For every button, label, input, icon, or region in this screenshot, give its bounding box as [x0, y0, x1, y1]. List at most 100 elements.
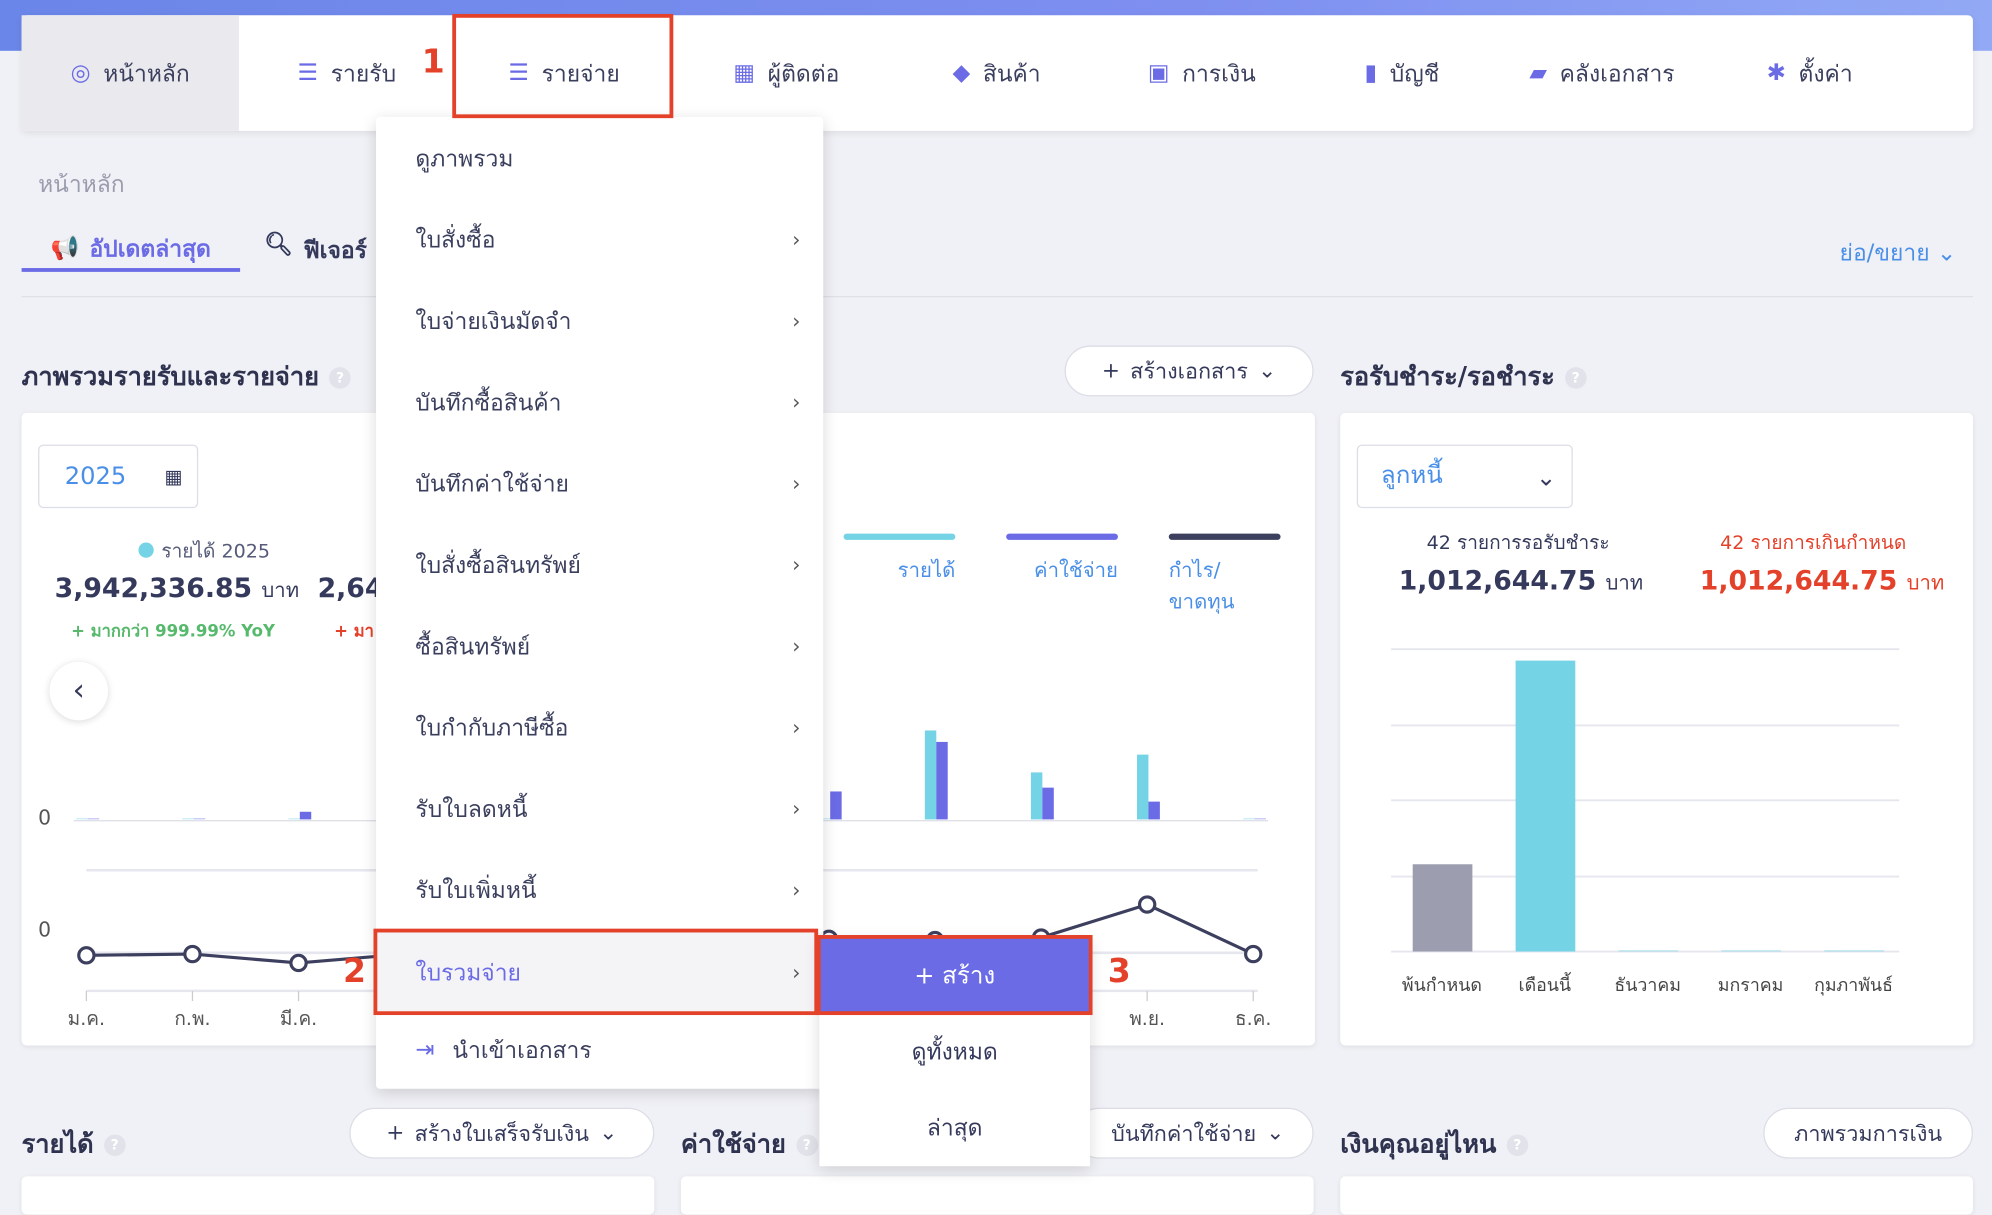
x-tick-label: มี.ค.: [280, 1008, 317, 1030]
nav-tab-income-list[interactable]: ☰ รายรับ: [239, 15, 455, 131]
tab-latest-updates[interactable]: 📢 อัปเดตล่าสุด: [21, 229, 241, 272]
year-picker[interactable]: 2025 ▦: [38, 444, 199, 509]
bar-พ้นกำหนด: [1412, 864, 1473, 952]
record-expense-button[interactable]: บันทึกค่าใช้จ่าย ⌄: [1073, 1107, 1314, 1159]
receivable-title: รอรับชำระ/รอชำระ?: [1340, 356, 1587, 397]
help-icon[interactable]: ?: [329, 367, 351, 389]
prev-button[interactable]: ‹: [49, 661, 108, 721]
nav-tab-label: สินค้า: [982, 60, 1041, 88]
menu-item[interactable]: บันทึกซื้อสินค้า ›: [415, 389, 801, 417]
annotation-box-2: [373, 928, 819, 1016]
menu-item[interactable]: ใบจ่ายเงินมัดจำ ›: [415, 308, 801, 335]
nav-tab-dashboard[interactable]: ◎ หน้าหลัก: [21, 15, 239, 131]
nav-tab-ledger[interactable]: ▮ บัญชี: [1310, 15, 1494, 131]
menu-item[interactable]: ใบสั่งซื้อสินทรัพย์ ›: [415, 551, 801, 579]
menu-item[interactable]: รับใบลดหนี้ ›: [415, 795, 801, 823]
annotation-box-1: [452, 13, 674, 119]
bar-ค่าใช้จ่าย-ต.ค.: [1042, 787, 1054, 820]
money-icon: ▣: [1147, 59, 1170, 87]
menu-item[interactable]: ใบกำกับภาษีซื้อ ›: [415, 714, 801, 742]
collapse-toggle[interactable]: ย่อ/ขยาย ⌄: [1839, 240, 1957, 267]
chart-legend: รายได้ ค่าใช้จ่าย กำไร/ขาดทุน: [843, 533, 1281, 619]
nav-tab-label: คลังเอกสาร: [1559, 60, 1675, 88]
nav-tab-label: ผู้ติดต่อ: [767, 60, 840, 88]
nav-tab-money[interactable]: ▣ การเงิน: [1094, 15, 1310, 131]
chevron-right-icon: ›: [792, 633, 801, 658]
receivable-type-select[interactable]: ลูกหนี้ ⌄: [1356, 444, 1573, 509]
create-button[interactable]: + สร้าง: [819, 937, 1091, 1013]
view-all-link[interactable]: ดูทั้งหมด: [911, 1038, 998, 1066]
create-document-button[interactable]: + สร้างเอกสาร ⌄: [1064, 345, 1314, 397]
nav-tab-expense-list[interactable]: ☰ รายจ่าย: [455, 15, 674, 131]
x-tick-label: ธันวาคม: [1614, 975, 1681, 996]
tab-label: ฟีเจอร์: [303, 237, 367, 265]
income-section-title: รายได้?: [22, 1123, 126, 1164]
menu-item[interactable]: ซื้อสินทรัพย์ ›: [415, 633, 801, 660]
chevron-right-icon: ›: [792, 308, 801, 333]
create-receipt-button[interactable]: + สร้างใบเสร็จรับเงิน ⌄: [349, 1107, 655, 1159]
latest-link[interactable]: ล่าสุด: [926, 1114, 983, 1142]
chevron-down-icon: ⌄: [1536, 463, 1557, 492]
bar-ค่าใช้จ่าย-ธ.ค.: [1254, 818, 1266, 820]
income-list-icon: ☰: [297, 59, 319, 87]
expense-section-title: ค่าใช้จ่าย?: [681, 1123, 818, 1164]
import-document-item[interactable]: ⇥ นำเข้าเอกสาร: [415, 1036, 592, 1064]
income-legend: รายได้ 2025: [138, 536, 270, 566]
chevron-right-icon: ›: [792, 470, 801, 495]
x-tick-label: พ้นกำหนด: [1402, 975, 1482, 996]
overdue-amount: 1,012,644.75 บาท: [1699, 565, 1945, 596]
overdue-label: 42 รายการเกินกำหนด: [1720, 531, 1907, 554]
chevron-right-icon: ›: [792, 226, 801, 251]
bar-ค่าใช้จ่าย-มี.ค.: [299, 811, 312, 820]
income-yoy: + มากกว่า 999.99% YoY: [71, 622, 275, 642]
annotation-box-3: [816, 935, 1093, 1016]
nav-tab-label: บัญชี: [1389, 60, 1440, 88]
menu-item[interactable]: บันทึกค่าใช้จ่าย ›: [415, 470, 801, 498]
expense-list-icon: ☰: [508, 59, 529, 87]
finance-overview-button[interactable]: ภาพรวมการเงิน: [1763, 1107, 1973, 1159]
bar-กุมภาพันธ์: [1824, 950, 1885, 952]
menu-item[interactable]: รับใบเพิ่มหนี้ ›: [415, 877, 801, 904]
help-icon[interactable]: ?: [103, 1134, 126, 1157]
legend-item[interactable]: กำไร/ขาดทุน: [1168, 533, 1281, 619]
tab-features[interactable]: 🔍︎ ฟีเจอร์: [264, 231, 367, 268]
product-box-icon: ◆: [952, 59, 971, 87]
breadcrumb: หน้าหลัก: [38, 171, 125, 199]
expense-dropdown-menu: ดูภาพรวมใบสั่งซื้อ › ใบจ่ายเงินมัดจำ › บันทึ…: [376, 116, 824, 1089]
gear-icon: ✱: [1766, 59, 1786, 87]
combined-payment-submenu: + สร้าง ดูทั้งหมด ล่าสุด: [819, 937, 1091, 1167]
profit-point-ธ.ค.: [1244, 944, 1263, 964]
bar-ค่าใช้จ่าย-พ.ย.: [1148, 801, 1160, 820]
menu-item[interactable]: ใบรวมจ่าย ›: [376, 932, 824, 1012]
nav-tab-gear[interactable]: ✱ ตั้งค่า: [1710, 15, 1909, 131]
profit-point-ก.พ.: [183, 944, 202, 964]
divider: [21, 296, 1973, 298]
calendar-icon: ▦: [164, 464, 183, 488]
chevron-down-icon: ⌄: [1936, 240, 1957, 267]
megaphone-icon: 📢: [50, 235, 80, 262]
nav-tab-label: หน้าหลัก: [103, 60, 190, 88]
nav-tab-contacts[interactable]: ▦ ผู้ติดต่อ: [673, 15, 899, 131]
nav-tab-folder[interactable]: ▰ คลังเอกสาร: [1494, 15, 1710, 131]
menu-item[interactable]: ใบสั่งซื้อ ›: [415, 226, 801, 254]
nav-tab-product-box[interactable]: ◆ สินค้า: [899, 15, 1093, 131]
legend-item[interactable]: ค่าใช้จ่าย: [1006, 533, 1118, 619]
chevron-right-icon: ›: [792, 959, 801, 984]
search-icon: 🔍︎: [264, 231, 294, 258]
pending-label: 42 รายการรอรับชำระ: [1426, 531, 1610, 554]
legend-item[interactable]: รายได้: [843, 533, 956, 619]
profit-point-มี.ค.: [289, 953, 308, 973]
menu-item[interactable]: ดูภาพรวม: [415, 145, 514, 173]
help-icon[interactable]: ?: [1506, 1134, 1529, 1157]
chevron-right-icon: ›: [792, 795, 801, 821]
bar-ค่าใช้จ่าย-ส.ค.: [830, 791, 842, 820]
help-icon[interactable]: ?: [1564, 367, 1587, 389]
nav-tab-label: รายจ่าย: [541, 60, 620, 88]
x-tick-label: ม.ค.: [68, 1008, 105, 1030]
nav-tab-label: การเงิน: [1182, 60, 1256, 88]
annotation-number-2: 2: [343, 952, 366, 991]
bar-เดือนนี้: [1515, 660, 1576, 952]
profit-point-พ.ย.: [1137, 895, 1157, 914]
help-icon[interactable]: ?: [796, 1134, 818, 1157]
x-tick-label: กุมภาพันธ์: [1814, 975, 1893, 996]
